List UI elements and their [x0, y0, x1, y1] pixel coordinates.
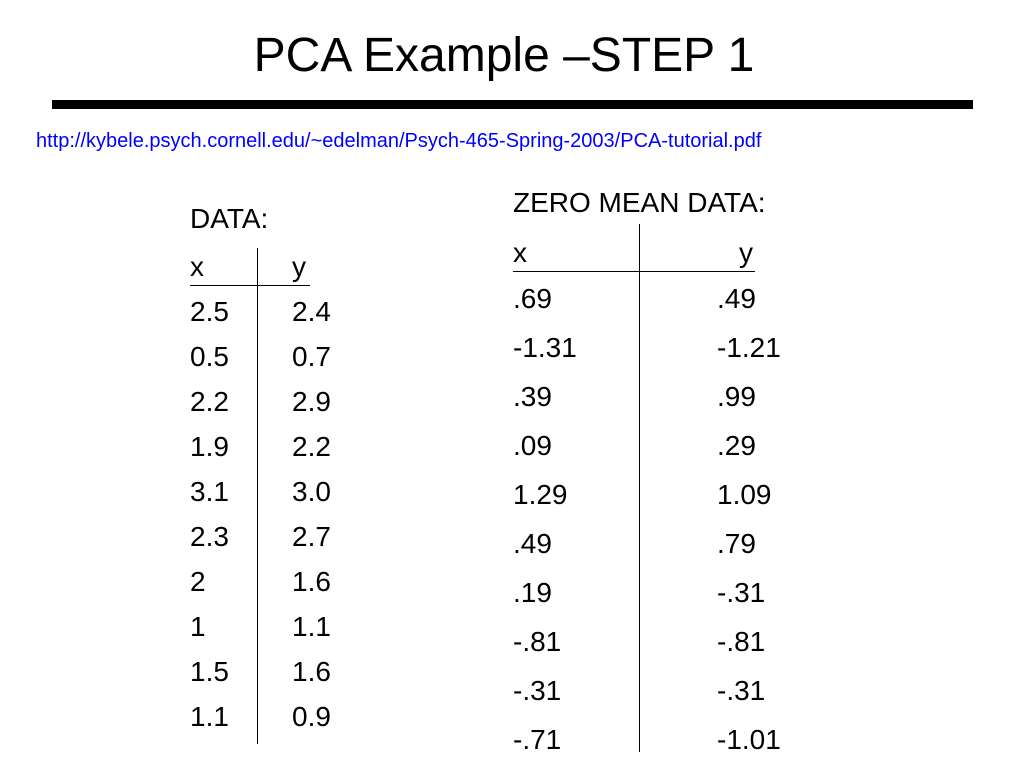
y-value-cell: 1.1 — [292, 611, 331, 642]
x-value-cell: 0.5 — [190, 341, 229, 372]
data-table-column-divider — [257, 248, 258, 744]
zero-mean-table-y-header: y — [739, 237, 753, 268]
x-value-cell: 1.9 — [190, 431, 229, 462]
x-value-cell: -.81 — [513, 626, 562, 657]
y-value-cell: 1.6 — [292, 566, 331, 597]
x-value-cell: 2.3 — [190, 521, 229, 552]
x-value-cell: -.71 — [513, 724, 562, 755]
y-value-cell: 2.2 — [292, 431, 331, 462]
x-value-cell: 1.29 — [513, 479, 568, 510]
x-value-cell: 3.1 — [190, 476, 229, 507]
x-value-cell: .39 — [513, 381, 552, 412]
y-value-cell: -.31 — [717, 577, 766, 608]
y-value-cell: 2.4 — [292, 296, 331, 327]
y-value-cell: -1.21 — [717, 332, 781, 363]
title-divider — [52, 100, 973, 109]
y-value-cell: .99 — [717, 381, 756, 412]
source-link[interactable]: http://kybele.psych.cornell.edu/~edelman… — [36, 130, 762, 152]
y-value-cell: 3.0 — [292, 476, 331, 507]
y-value-cell: 0.7 — [292, 341, 331, 372]
slide-title: PCA Example –STEP 1 — [253, 29, 755, 82]
x-value-cell: -.31 — [513, 675, 562, 706]
y-value-cell: 2.7 — [292, 521, 331, 552]
y-value-cell: .49 — [717, 283, 756, 314]
x-value-cell: .69 — [513, 283, 552, 314]
zero-mean-table-header-underline — [513, 271, 755, 272]
x-value-cell: .19 — [513, 577, 552, 608]
data-table-x-header: x — [190, 251, 204, 282]
zero-mean-table-column-divider — [639, 224, 640, 752]
data-table-y-header: y — [292, 251, 306, 282]
x-value-cell: -1.31 — [513, 332, 577, 363]
data-table-header-underline — [190, 285, 310, 286]
x-value-cell: 1.1 — [190, 701, 229, 732]
y-value-cell: 1.6 — [292, 656, 331, 687]
y-value-cell: -.81 — [717, 626, 766, 657]
x-value-cell: 2.2 — [190, 386, 229, 417]
y-value-cell: 1.09 — [717, 479, 772, 510]
zero-mean-table-x-header: x — [513, 237, 527, 268]
x-value-cell: 1 — [190, 611, 206, 642]
y-value-cell: -1.01 — [717, 724, 781, 755]
y-value-cell: .29 — [717, 430, 756, 461]
data-table-heading: DATA: — [190, 203, 269, 234]
x-value-cell: 2 — [190, 566, 206, 597]
zero-mean-table-heading: ZERO MEAN DATA: — [513, 187, 766, 218]
y-value-cell: -.31 — [717, 675, 766, 706]
x-value-cell: 2.5 — [190, 296, 229, 327]
y-value-cell: 0.9 — [292, 701, 331, 732]
x-value-cell: 1.5 — [190, 656, 229, 687]
x-value-cell: .09 — [513, 430, 552, 461]
y-value-cell: 2.9 — [292, 386, 331, 417]
y-value-cell: .79 — [717, 528, 756, 559]
x-value-cell: .49 — [513, 528, 552, 559]
